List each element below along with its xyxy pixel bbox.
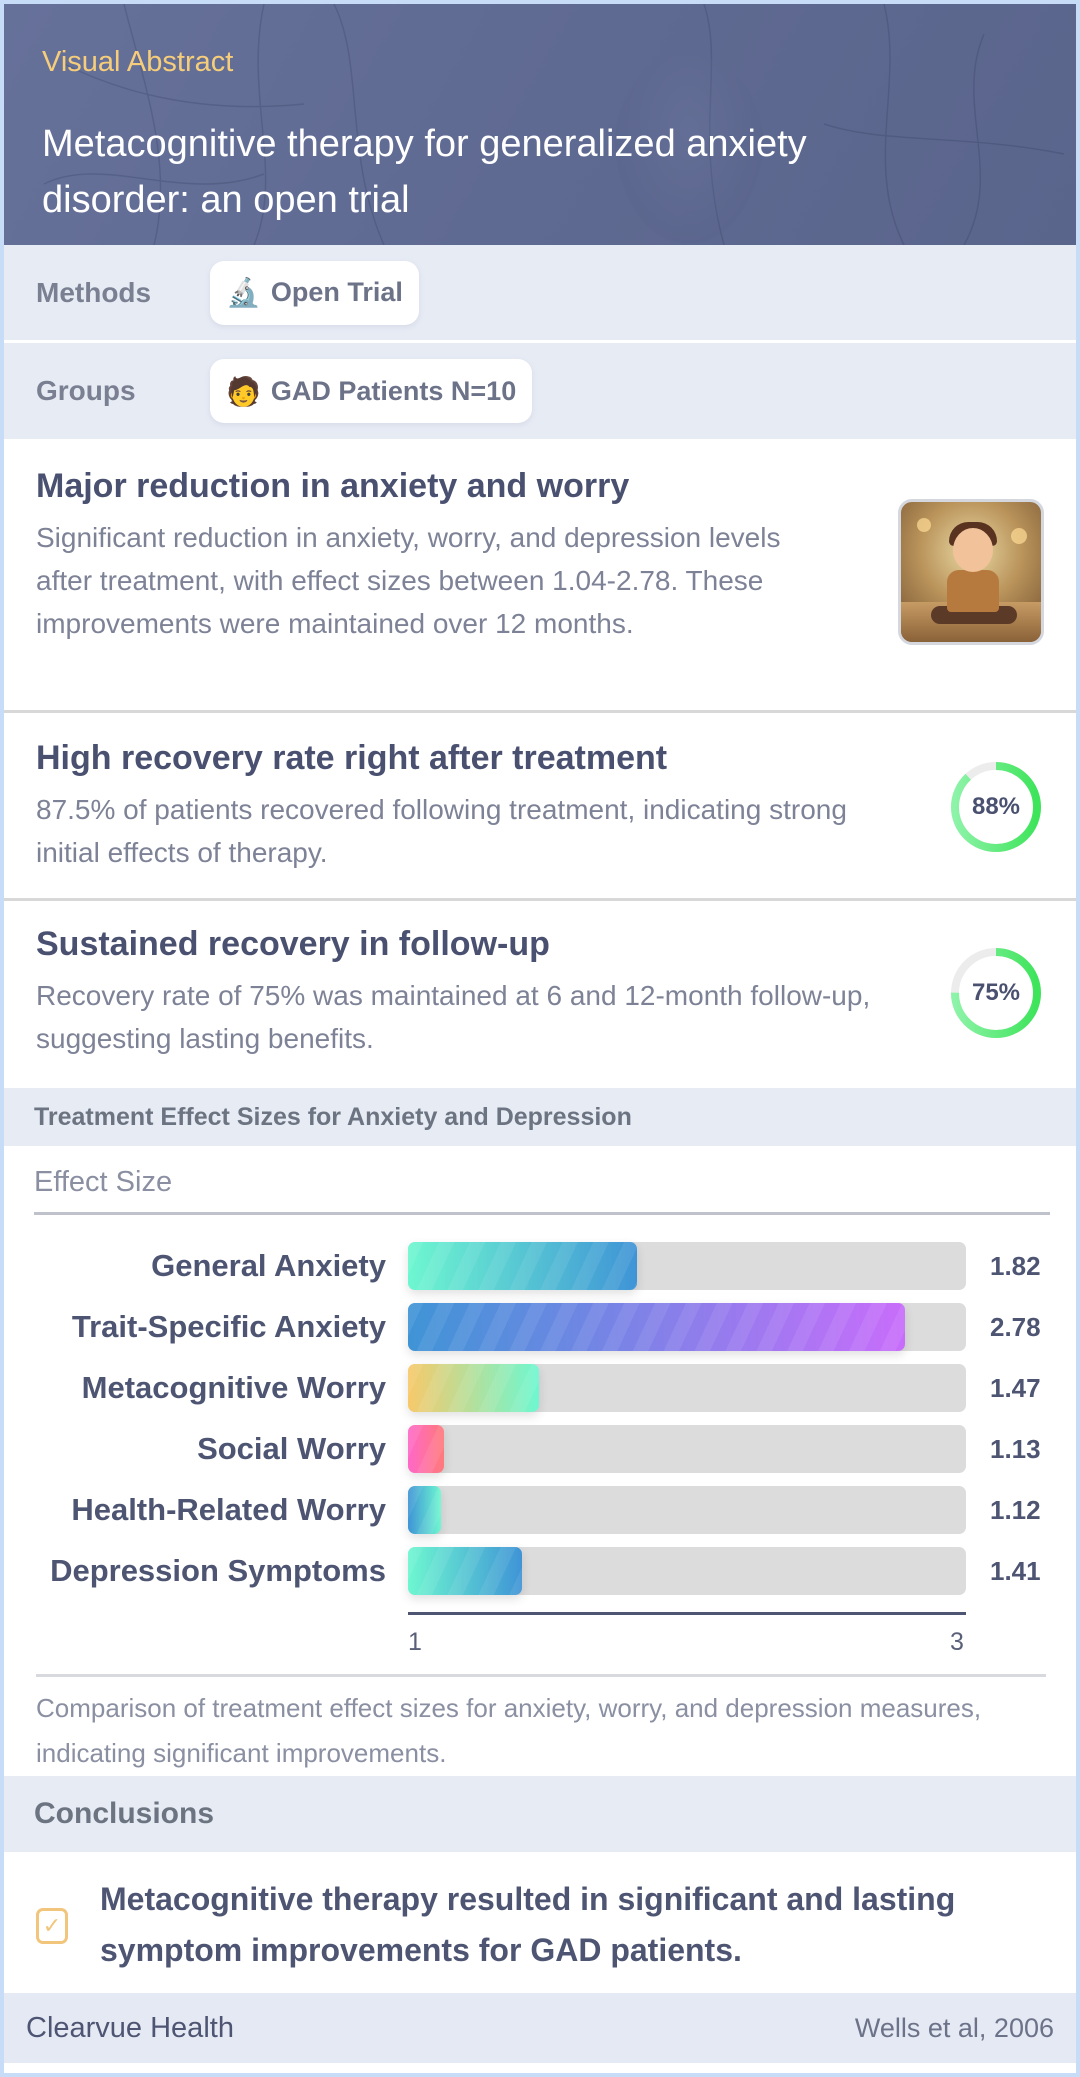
chart-heading: Treatment Effect Sizes for Anxiety and D… — [4, 1088, 1076, 1146]
citation: Wells et al, 2006 — [854, 2012, 1054, 2043]
page-title: Metacognitive therapy for generalized an… — [42, 123, 807, 221]
finding-card: High recovery rate right after treatment… — [4, 713, 1076, 901]
groups-chip: 🧑 GAD Patients N=10 — [210, 359, 533, 423]
checkbox-icon: ✓ — [36, 1908, 68, 1944]
groups-label: Groups — [36, 375, 136, 406]
divider — [34, 1212, 1050, 1215]
effect-size-chart: Effect Size General Anxiety 1.82 Trait-Spe… — [4, 1146, 1076, 1776]
bar-fill — [408, 1242, 637, 1290]
visual-abstract: Visual Abstract Metacognitive therapy fo… — [4, 4, 1076, 2073]
finding-card: Sustained recovery in follow-up Recovery… — [4, 901, 1076, 1088]
bar-value: 1.41 — [990, 1556, 1041, 1586]
bar-fill — [408, 1303, 905, 1351]
conclusion-text: Metacognitive therapy resulted in signif… — [100, 1881, 956, 1968]
bar-value: 1.47 — [990, 1373, 1041, 1403]
conclusions-body: ✓ Metacognitive therapy resulted in sign… — [4, 1852, 1076, 1993]
bar-row: Trait-Specific Anxiety 2.78 — [4, 1303, 1076, 1351]
bar-row: General Anxiety 1.82 — [4, 1242, 1076, 1290]
finding-title: Sustained recovery in follow-up — [36, 925, 550, 963]
bar-row: Health-Related Worry 1.12 — [4, 1486, 1076, 1534]
ring-percent: 88% — [971, 793, 1021, 820]
bar-label: Metacognitive Worry — [81, 1370, 386, 1405]
bar-value: 1.82 — [990, 1251, 1041, 1281]
bar-fill — [408, 1547, 522, 1595]
progress-ring: 88% — [948, 759, 1044, 855]
x-tick: 1 — [408, 1628, 422, 1656]
bar-row: Depression Symptoms 1.41 — [4, 1547, 1076, 1595]
conclusions-heading: Conclusions — [4, 1776, 1076, 1852]
methods-row: Methods 🔬 Open Trial — [4, 245, 1076, 343]
header: Visual Abstract Metacognitive therapy fo… — [4, 4, 1076, 245]
methods-chip: 🔬 Open Trial — [210, 260, 419, 325]
bar-label: Depression Symptoms — [50, 1553, 386, 1588]
finding-text: 87.5% of patients recovered following tr… — [36, 794, 847, 868]
groups-row: Groups 🧑 GAD Patients N=10 — [4, 343, 1076, 439]
bar-row: Social Worry 1.13 — [4, 1425, 1076, 1473]
bar-track — [408, 1303, 966, 1351]
meditating-child-illustration — [898, 499, 1044, 645]
bar-value: 2.78 — [990, 1312, 1041, 1342]
bar-track — [408, 1242, 966, 1290]
finding-card: Major reduction in anxiety and worry Sig… — [4, 439, 1076, 713]
finding-title: High recovery rate right after treatment — [36, 739, 668, 777]
bar-fill — [408, 1364, 539, 1412]
bar-fill — [408, 1425, 444, 1473]
bar-label: General Anxiety — [151, 1248, 386, 1283]
finding-text: Recovery rate of 75% was maintained at 6… — [36, 980, 871, 1054]
x-tick: 3 — [950, 1628, 964, 1656]
bar-value: 1.12 — [990, 1495, 1041, 1525]
methods-label: Methods — [36, 276, 152, 308]
ring-percent: 75% — [971, 979, 1021, 1006]
bar-label: Social Worry — [197, 1431, 386, 1466]
progress-ring: 75% — [948, 945, 1044, 1041]
footer: Clearvue Health Wells et al, 2006 — [4, 1993, 1076, 2063]
bar-track — [408, 1425, 966, 1473]
chart-caption: Comparison of treatment effect sizes for… — [36, 1693, 982, 1768]
groups-value: GAD Patients N=10 — [270, 375, 517, 406]
x-axis — [408, 1612, 966, 1615]
bar-label: Health-Related Worry — [71, 1492, 386, 1527]
finding-title: Major reduction in anxiety and worry — [36, 467, 630, 505]
decorative-orb — [614, 54, 764, 244]
methods-value: Open Trial — [270, 277, 403, 307]
bar-track — [408, 1486, 966, 1534]
leaf-vein-background — [43, 4, 1065, 245]
finding-text: Significant reduction in anxiety, worry,… — [36, 522, 781, 639]
divider — [36, 1674, 1046, 1677]
kicker-label: Visual Abstract — [42, 46, 234, 78]
person-icon: 🧑 — [226, 375, 261, 407]
bar-label: Trait-Specific Anxiety — [71, 1309, 386, 1344]
brand-name: Clearvue Health — [26, 2011, 234, 2044]
bar-track — [408, 1364, 966, 1412]
bar-track — [408, 1547, 966, 1595]
bar-fill — [408, 1486, 441, 1534]
bar-value: 1.13 — [990, 1434, 1041, 1464]
microscope-icon: 🔬 — [226, 277, 261, 308]
bar-row: Metacognitive Worry 1.47 — [4, 1364, 1076, 1412]
chart-axis-title: Effect Size — [34, 1166, 173, 1198]
